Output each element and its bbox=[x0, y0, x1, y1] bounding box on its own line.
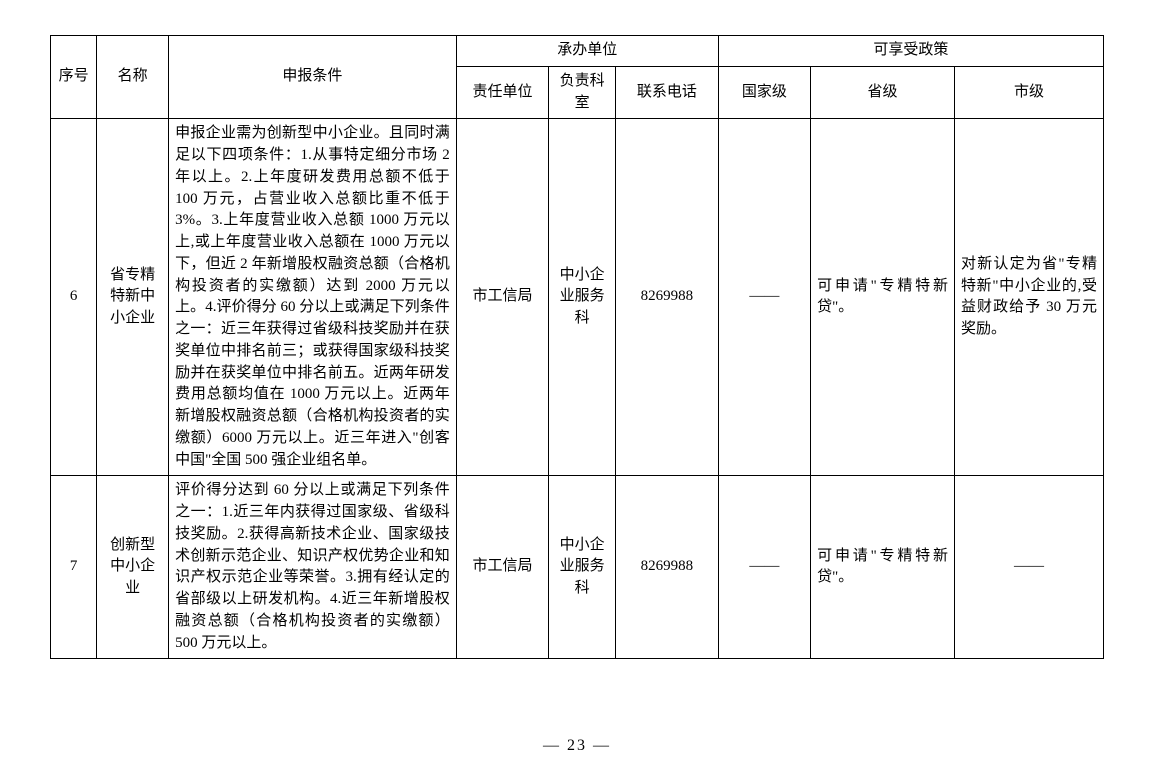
cell-responsible-unit: 市工信局 bbox=[456, 476, 548, 659]
policy-table: 序号 名称 申报条件 承办单位 可享受政策 责任单位 负责科室 联系电话 国家级… bbox=[50, 35, 1104, 659]
cell-conditions: 申报企业需为创新型中小企业。且同时满足以下四项条件：1.从事特定细分市场 2 年… bbox=[169, 119, 457, 476]
header-row-1: 序号 名称 申报条件 承办单位 可享受政策 bbox=[51, 36, 1104, 67]
header-responsible-office: 负责科室 bbox=[549, 66, 616, 119]
cell-phone: 8269988 bbox=[615, 119, 718, 476]
cell-responsible-office: 中小企业服务科 bbox=[549, 119, 616, 476]
cell-provincial: 可申请"专精特新贷"。 bbox=[811, 476, 955, 659]
header-phone: 联系电话 bbox=[615, 66, 718, 119]
table-row: 6 省专精特新中小企业 申报企业需为创新型中小企业。且同时满足以下四项条件：1.… bbox=[51, 119, 1104, 476]
table-row: 7 创新型中小企业 评价得分达到 60 分以上或满足下列条件之一：1.近三年内获… bbox=[51, 476, 1104, 659]
cell-responsible-office: 中小企业服务科 bbox=[549, 476, 616, 659]
header-policy: 可享受政策 bbox=[718, 36, 1103, 67]
header-host-unit: 承办单位 bbox=[456, 36, 718, 67]
header-provincial: 省级 bbox=[811, 66, 955, 119]
cell-seq: 7 bbox=[51, 476, 97, 659]
cell-city: 对新认定为省"专精特新"中小企业的,受益财政给予 30 万元奖励。 bbox=[954, 119, 1103, 476]
cell-provincial: 可申请"专精特新贷"。 bbox=[811, 119, 955, 476]
header-seq: 序号 bbox=[51, 36, 97, 119]
cell-phone: 8269988 bbox=[615, 476, 718, 659]
header-name: 名称 bbox=[97, 36, 169, 119]
cell-name: 省专精特新中小企业 bbox=[97, 119, 169, 476]
header-conditions: 申报条件 bbox=[169, 36, 457, 119]
cell-conditions: 评价得分达到 60 分以上或满足下列条件之一：1.近三年内获得过国家级、省级科技… bbox=[169, 476, 457, 659]
cell-name: 创新型中小企业 bbox=[97, 476, 169, 659]
cell-responsible-unit: 市工信局 bbox=[456, 119, 548, 476]
page-number: — 23 — bbox=[0, 737, 1154, 755]
cell-national: —— bbox=[718, 119, 810, 476]
header-national: 国家级 bbox=[718, 66, 810, 119]
header-responsible-unit: 责任单位 bbox=[456, 66, 548, 119]
header-city: 市级 bbox=[954, 66, 1103, 119]
cell-city: —— bbox=[954, 476, 1103, 659]
cell-seq: 6 bbox=[51, 119, 97, 476]
cell-national: —— bbox=[718, 476, 810, 659]
